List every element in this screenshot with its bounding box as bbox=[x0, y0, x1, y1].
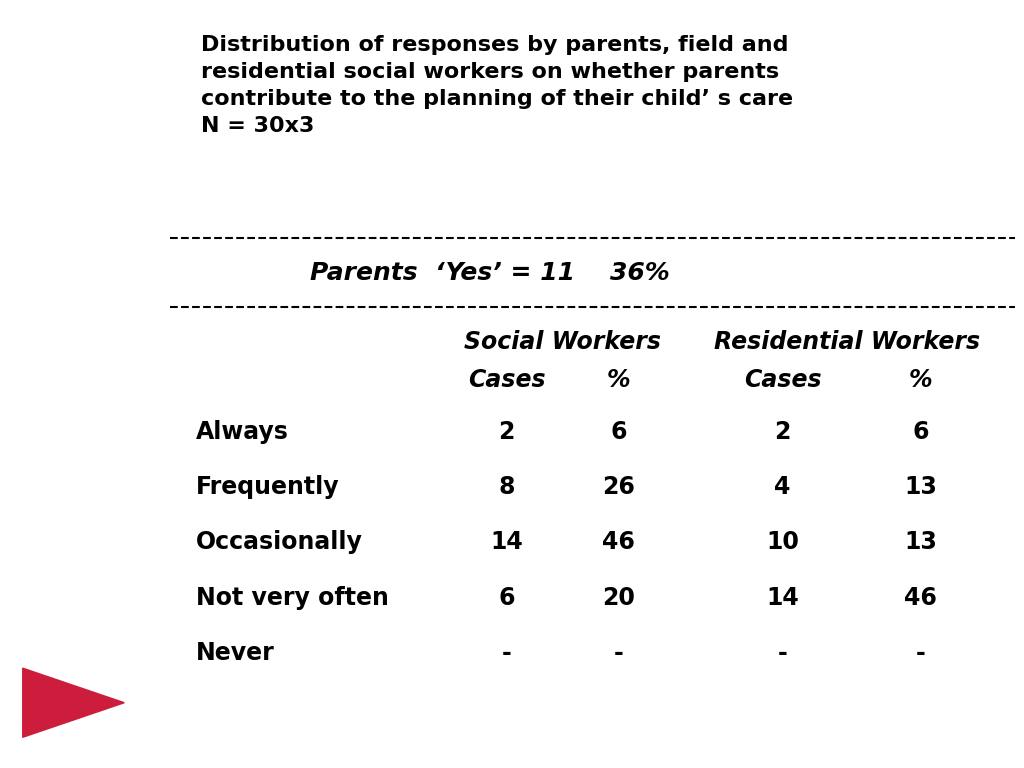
Text: 10: 10 bbox=[766, 530, 799, 554]
Text: 26: 26 bbox=[602, 475, 635, 499]
Text: S: S bbox=[42, 207, 110, 300]
Text: -: - bbox=[613, 641, 624, 665]
Text: W: W bbox=[24, 499, 128, 591]
Text: 6: 6 bbox=[610, 419, 627, 444]
Text: 4: 4 bbox=[774, 475, 791, 499]
Text: 6: 6 bbox=[912, 419, 929, 444]
Text: 46: 46 bbox=[904, 585, 937, 610]
Text: 14: 14 bbox=[766, 585, 799, 610]
Text: -: - bbox=[502, 641, 512, 665]
Text: 8: 8 bbox=[499, 475, 515, 499]
Text: -: - bbox=[777, 641, 787, 665]
Text: Never: Never bbox=[197, 641, 275, 665]
Text: 20: 20 bbox=[602, 585, 635, 610]
Text: Cases: Cases bbox=[743, 368, 821, 392]
Text: Cases: Cases bbox=[468, 368, 546, 392]
Text: G: G bbox=[37, 54, 115, 146]
Text: Distribution of responses by parents, field and
residential social workers on wh: Distribution of responses by parents, fi… bbox=[201, 35, 793, 136]
Text: Frequently: Frequently bbox=[197, 475, 340, 499]
Text: Always: Always bbox=[197, 419, 289, 444]
Text: 6: 6 bbox=[499, 585, 515, 610]
Text: 2: 2 bbox=[774, 419, 791, 444]
Text: 2: 2 bbox=[499, 419, 515, 444]
Text: %: % bbox=[607, 368, 631, 392]
Text: %: % bbox=[908, 368, 932, 392]
Text: Not very often: Not very often bbox=[197, 585, 389, 610]
Text: 14: 14 bbox=[490, 530, 523, 554]
Text: 46: 46 bbox=[602, 530, 635, 554]
Text: Parents  ‘Yes’ = 11    36%: Parents ‘Yes’ = 11 36% bbox=[309, 260, 670, 285]
Text: S: S bbox=[42, 353, 110, 445]
Text: Residential Workers: Residential Workers bbox=[714, 329, 980, 354]
Text: 13: 13 bbox=[904, 530, 937, 554]
Text: Social Workers: Social Workers bbox=[464, 329, 662, 354]
Text: -: - bbox=[915, 641, 926, 665]
Polygon shape bbox=[23, 668, 124, 737]
Text: 13: 13 bbox=[904, 475, 937, 499]
Text: Occasionally: Occasionally bbox=[197, 530, 364, 554]
